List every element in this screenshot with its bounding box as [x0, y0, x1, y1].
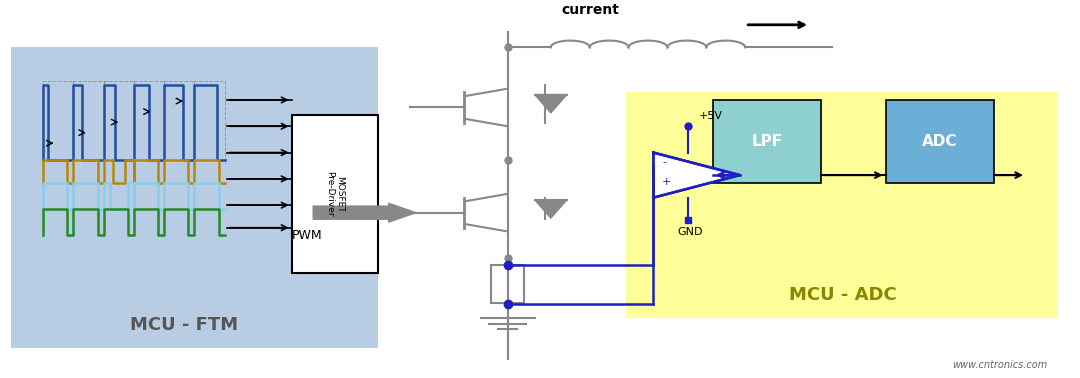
FancyBboxPatch shape	[886, 100, 994, 183]
Text: MCU - ADC: MCU - ADC	[788, 287, 896, 304]
Text: +: +	[662, 177, 672, 187]
Text: PWM: PWM	[292, 229, 322, 242]
FancyBboxPatch shape	[713, 100, 821, 183]
Text: +5V: +5V	[699, 111, 723, 121]
FancyArrow shape	[313, 203, 416, 222]
Polygon shape	[535, 200, 567, 218]
Text: MOSFET
Pre-Driver: MOSFET Pre-Driver	[325, 171, 345, 217]
FancyBboxPatch shape	[491, 265, 524, 303]
Text: www.cntronics.com: www.cntronics.com	[953, 361, 1048, 370]
FancyBboxPatch shape	[626, 93, 1058, 318]
Polygon shape	[535, 94, 567, 113]
Polygon shape	[653, 153, 740, 198]
Text: current: current	[562, 3, 620, 17]
Text: LPF: LPF	[752, 134, 782, 149]
FancyBboxPatch shape	[11, 47, 378, 348]
Text: GND: GND	[677, 227, 703, 237]
Text: MCU - FTM: MCU - FTM	[130, 316, 238, 335]
FancyBboxPatch shape	[292, 115, 378, 273]
Text: -: -	[662, 157, 666, 167]
Text: ADC: ADC	[922, 134, 957, 149]
